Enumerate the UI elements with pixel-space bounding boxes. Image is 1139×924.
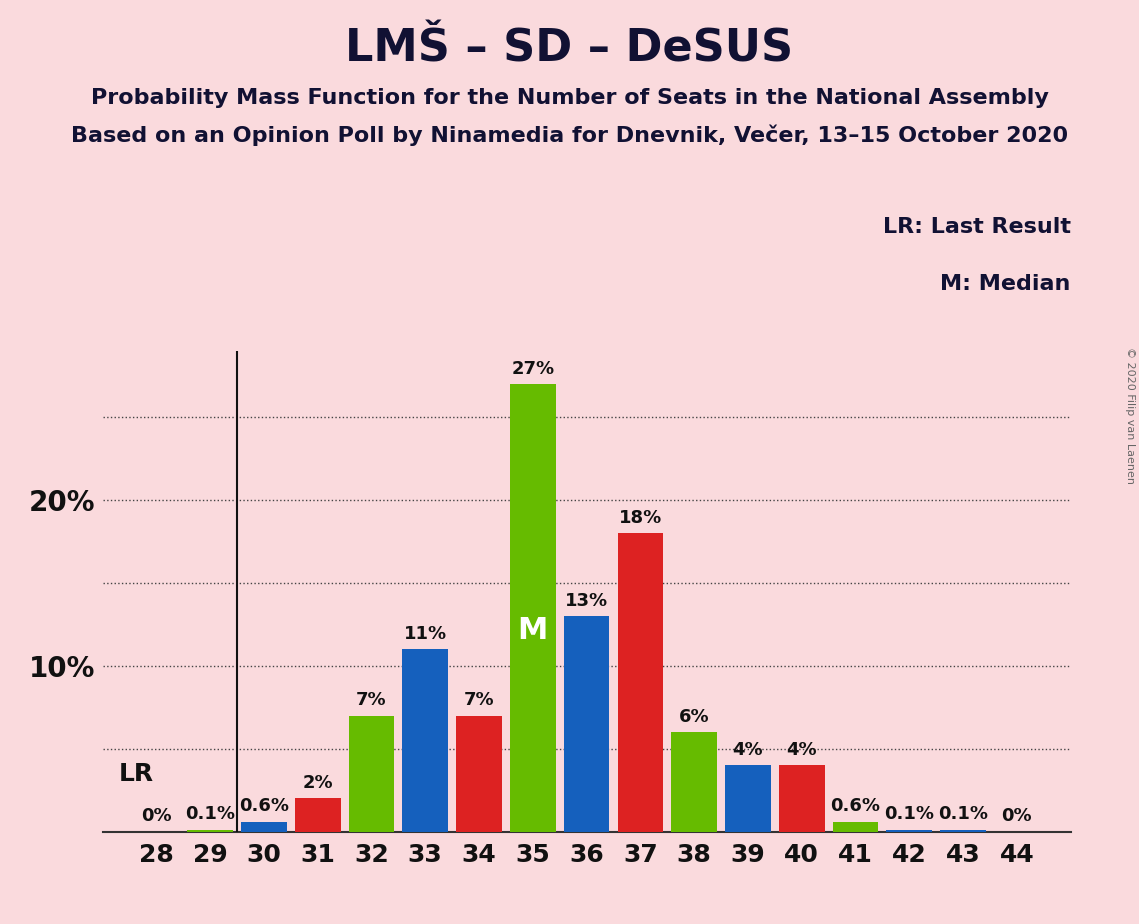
Bar <box>833 821 878 832</box>
Text: 0.1%: 0.1% <box>884 806 934 823</box>
Text: 0.6%: 0.6% <box>239 797 289 815</box>
Bar <box>187 830 233 832</box>
Text: 13%: 13% <box>565 591 608 610</box>
Bar <box>402 650 448 832</box>
Bar <box>349 715 394 832</box>
Text: 18%: 18% <box>618 509 662 527</box>
Text: Based on an Opinion Poll by Ninamedia for Dnevnik, Večer, 13–15 October 2020: Based on an Opinion Poll by Ninamedia fo… <box>71 125 1068 146</box>
Bar <box>726 765 771 832</box>
Text: 4%: 4% <box>732 741 763 759</box>
Bar <box>510 384 556 832</box>
Bar <box>671 732 718 832</box>
Text: 0%: 0% <box>1001 807 1032 825</box>
Bar <box>241 821 287 832</box>
Text: 0.1%: 0.1% <box>185 806 235 823</box>
Text: LR: Last Result: LR: Last Result <box>883 216 1071 237</box>
Bar <box>617 533 663 832</box>
Text: 27%: 27% <box>511 359 555 378</box>
Text: 4%: 4% <box>786 741 817 759</box>
Text: 7%: 7% <box>357 691 387 709</box>
Text: M: M <box>517 615 548 645</box>
Text: 6%: 6% <box>679 708 710 725</box>
Text: LR: LR <box>118 761 154 785</box>
Text: © 2020 Filip van Laenen: © 2020 Filip van Laenen <box>1125 347 1134 484</box>
Text: 7%: 7% <box>464 691 494 709</box>
Bar <box>295 798 341 832</box>
Bar <box>886 830 932 832</box>
Text: 0%: 0% <box>141 807 172 825</box>
Text: 11%: 11% <box>403 625 446 643</box>
Text: 2%: 2% <box>302 773 333 792</box>
Bar <box>779 765 825 832</box>
Text: 0.1%: 0.1% <box>939 806 989 823</box>
Text: Probability Mass Function for the Number of Seats in the National Assembly: Probability Mass Function for the Number… <box>91 88 1048 108</box>
Text: M: Median: M: Median <box>941 274 1071 294</box>
Bar <box>456 715 502 832</box>
Bar <box>564 616 609 832</box>
Text: LMŠ – SD – DeSUS: LMŠ – SD – DeSUS <box>345 28 794 71</box>
Bar <box>940 830 986 832</box>
Text: 0.6%: 0.6% <box>830 797 880 815</box>
